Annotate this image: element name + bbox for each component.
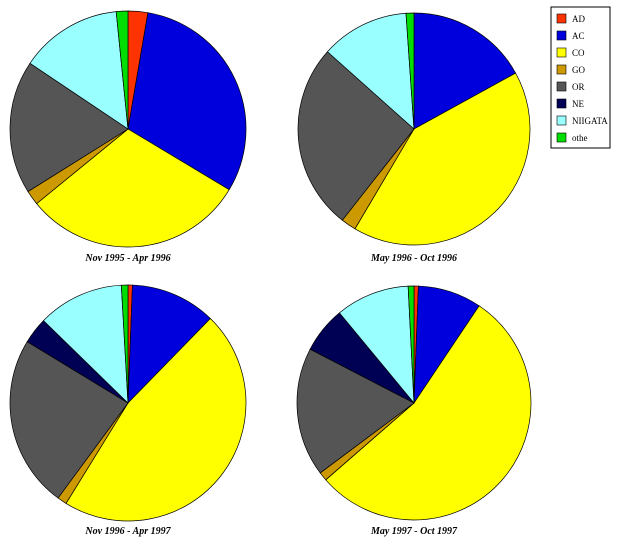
pie-slice-co [325, 305, 532, 521]
pie-slice-niigata [326, 12, 415, 130]
pie-slice-niigata [43, 284, 129, 404]
pie-charts-group: Nov 1995 - Apr 1996 May 1996 - Oct 1996 No… [9, 10, 532, 537]
pie-slice-othe [405, 12, 415, 130]
legend-swatch-go [556, 64, 567, 75]
pie-slice-co [36, 128, 230, 248]
pie-chart-caption: May 1996 - Oct 1996 [370, 253, 457, 264]
legend-swatch-co [556, 47, 567, 58]
legend-label-niigata: NIIGATA [572, 116, 608, 126]
legend-label-ac: AC [572, 31, 585, 41]
pie-chart-caption: Nov 1995 - Apr 1996 [84, 253, 170, 264]
pie-chart-2: May 1996 - Oct 1996 [297, 12, 531, 264]
pie-chart-3: Nov 1996 - Apr 1997 [9, 284, 247, 537]
legend-swatch-ne [556, 98, 567, 109]
legend-label-ad: AD [572, 14, 585, 24]
pie-slice-or [9, 62, 129, 193]
pie-slice-or [9, 341, 129, 499]
pie-chart-caption: May 1997 - Oct 1997 [370, 526, 458, 537]
legend-swatch-othe [556, 132, 567, 143]
pie-slice-othe [115, 10, 129, 130]
legend-box [550, 6, 611, 149]
pie-slice-niigata [29, 11, 129, 130]
pie-chart-1: Nov 1995 - Apr 1996 [9, 10, 247, 264]
legend-label-co: CO [572, 48, 585, 58]
legend-label-go: GO [572, 65, 585, 75]
pie-slice-ac [127, 284, 211, 404]
pie-slice-ac [413, 12, 517, 130]
pie-slice-niigata [338, 285, 415, 405]
pie-slice-othe [120, 284, 129, 404]
pie-slice-ac [127, 12, 247, 191]
legend-label-or: OR [572, 82, 585, 92]
pie-slice-or [296, 348, 415, 474]
legend-swatch-niigata [556, 115, 567, 126]
pie-slice-co [354, 72, 531, 246]
pie-chart-4: May 1997 - Oct 1997 [296, 285, 532, 537]
legend: AD AC CO GO OR NE NIIGATA othe [550, 6, 611, 149]
legend-label-ne: NE [572, 99, 584, 109]
legend-swatch-or [556, 81, 567, 92]
pie-slice-othe [407, 285, 415, 404]
pie-slice-or [297, 51, 415, 221]
pie-slice-co [65, 318, 247, 522]
pie-chart-caption: Nov 1996 - Apr 1997 [84, 526, 171, 537]
legend-swatch-ad [556, 13, 567, 24]
legend-swatch-ac [556, 30, 567, 41]
legend-label-othe: othe [572, 133, 588, 143]
